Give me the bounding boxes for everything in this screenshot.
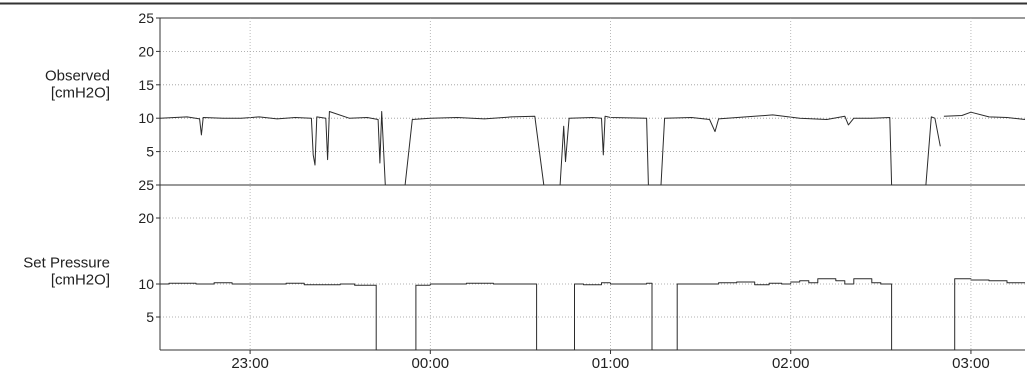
x-tick-label: 23:00 (231, 355, 269, 372)
x-tick-label: 02:00 (772, 355, 810, 372)
observed-y-tick-label: 20 (138, 43, 154, 59)
observed-axis-label-line: [cmH2O] (51, 85, 110, 102)
set-pressure-axis-label-line: Set Pressure (23, 255, 110, 272)
observed-series-line (159, 111, 941, 186)
observed-y-tick-label: 25 (138, 10, 154, 26)
x-tick-label: 00:00 (412, 355, 450, 372)
observed-axis-label-line: Observed (45, 68, 110, 85)
set-pressure-axis-label-line: [cmH2O] (51, 272, 110, 289)
observed-series-line (943, 111, 1026, 120)
x-tick-label: 03:00 (952, 355, 990, 372)
set-pressure-y-tick-label: 10 (138, 276, 154, 292)
set-pressure-y-tick-label: 20 (138, 210, 154, 226)
set-pressure-y-tick-label: 5 (146, 309, 154, 325)
observed-y-tick-label: 5 (146, 144, 154, 160)
set-pressure-series-line (160, 278, 1025, 351)
x-tick-label: 01:00 (592, 355, 630, 372)
set-pressure-y-tick-label: 25 (138, 177, 154, 193)
observed-y-tick-label: 10 (138, 110, 154, 126)
observed-y-tick-label: 15 (138, 77, 154, 93)
